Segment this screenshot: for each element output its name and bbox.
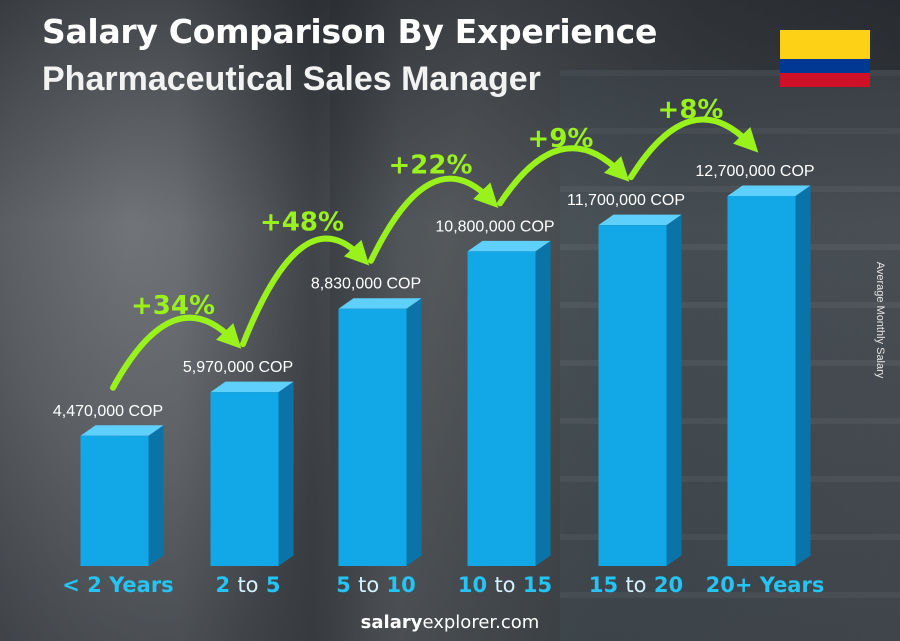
value-label: 10,800,000 COP bbox=[435, 218, 554, 235]
labels-layer: 4,470,000 COP < 2 Years 5,970,000 COP 2 to … bbox=[53, 95, 824, 597]
growth-arrows-layer bbox=[110, 116, 759, 391]
growth-label: +9% bbox=[528, 124, 594, 154]
bar-side bbox=[795, 185, 811, 566]
colombia-flag bbox=[780, 30, 870, 87]
bar bbox=[727, 196, 796, 566]
category-label: 20+ Years bbox=[706, 573, 825, 597]
bars-layer bbox=[80, 185, 811, 567]
bar-side bbox=[666, 214, 682, 567]
growth-label: +8% bbox=[658, 95, 724, 125]
flag-stripe-yellow bbox=[780, 30, 870, 59]
bar-top bbox=[80, 425, 164, 436]
value-label: 11,700,000 COP bbox=[567, 192, 685, 209]
bar bbox=[80, 435, 149, 566]
bar bbox=[210, 392, 279, 566]
footer-brand[interactable]: salaryexplorer.com bbox=[0, 612, 900, 633]
category-label: 15 to 20 bbox=[589, 573, 683, 597]
category-label: < 2 Years bbox=[62, 573, 173, 597]
growth-label: +22% bbox=[388, 150, 472, 180]
bar-side bbox=[148, 425, 164, 566]
bar bbox=[467, 251, 536, 567]
value-label: 5,970,000 COP bbox=[183, 359, 293, 376]
bar-top bbox=[727, 185, 811, 196]
footer-brand-rest: explorer.com bbox=[422, 612, 540, 633]
bar-side bbox=[535, 240, 551, 567]
growth-label: +48% bbox=[260, 208, 344, 238]
bar-top bbox=[467, 240, 551, 252]
flag-stripe-blue bbox=[780, 58, 870, 73]
value-label: 12,700,000 COP bbox=[695, 163, 814, 180]
chart-subtitle: Pharmaceutical Sales Manager bbox=[42, 60, 541, 98]
bar-side bbox=[278, 381, 294, 566]
value-label: 4,470,000 COP bbox=[53, 403, 163, 420]
bar-top bbox=[338, 298, 422, 309]
bar bbox=[338, 308, 407, 566]
footer-brand-bold: salary bbox=[360, 612, 423, 633]
growth-arrow bbox=[240, 235, 370, 348]
value-label: 8,830,000 COP bbox=[311, 276, 421, 293]
category-label: 2 to 5 bbox=[216, 573, 281, 597]
bar-top bbox=[210, 381, 294, 393]
bar bbox=[598, 225, 667, 567]
growth-arrow bbox=[628, 116, 759, 181]
growth-arrow bbox=[110, 314, 242, 391]
growth-arrow bbox=[497, 145, 630, 207]
growth-arrow bbox=[368, 175, 499, 264]
flag-stripe-red bbox=[780, 72, 870, 87]
category-label: 5 to 10 bbox=[336, 573, 416, 597]
category-label: 10 to 15 bbox=[458, 573, 552, 597]
chart-title: Salary Comparison By Experience bbox=[42, 12, 658, 51]
bar-side bbox=[406, 298, 422, 566]
growth-label: +34% bbox=[131, 291, 215, 321]
bar-top bbox=[598, 214, 682, 226]
